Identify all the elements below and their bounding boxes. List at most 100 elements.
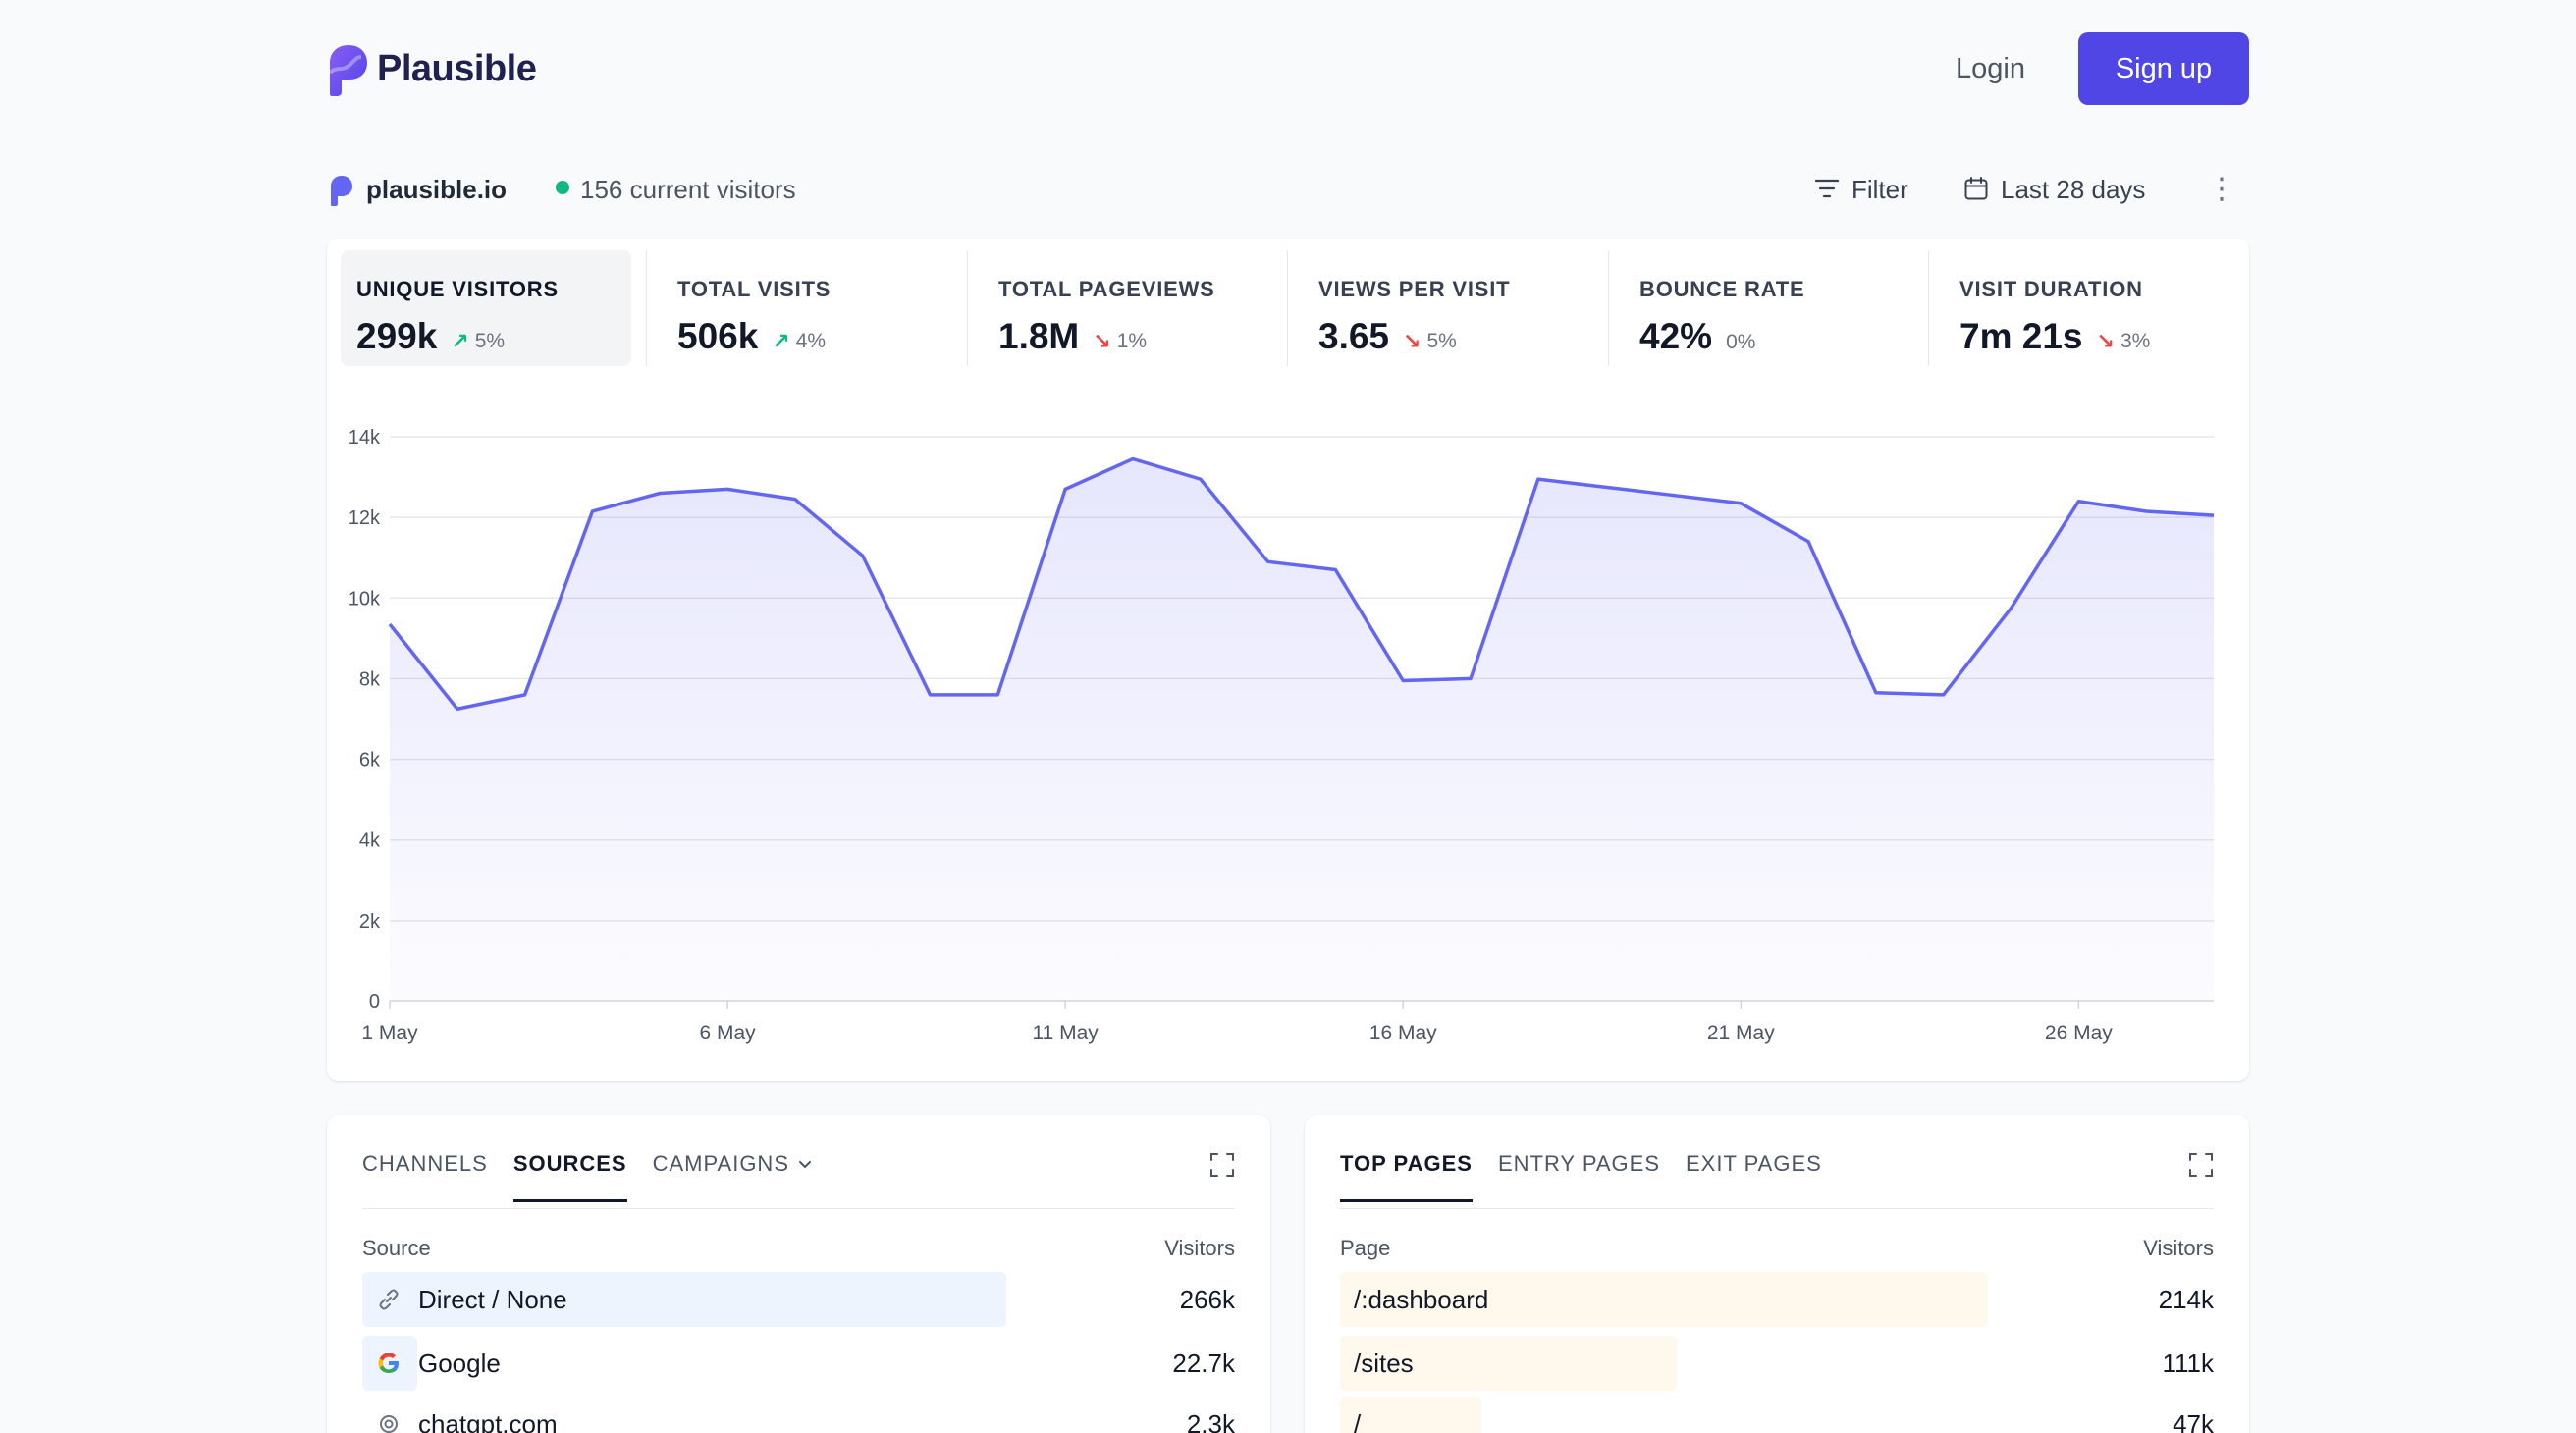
data-point: [589, 508, 595, 514]
stat-value: 1.8M: [998, 316, 1080, 356]
brand-name: Plausible: [377, 48, 537, 89]
link-icon: [379, 1289, 399, 1310]
pages-tabs: TOP PAGES ENTRY PAGES EXIT PAGES: [1340, 1150, 1848, 1202]
data-point: [657, 491, 663, 497]
data-point: [1738, 501, 1744, 506]
y-tick-label: 10k: [349, 588, 381, 610]
arrow-down-icon: ↘: [1093, 329, 1111, 353]
stat-change-percent: 0%: [1726, 331, 1756, 353]
row-bar: [1340, 1272, 1988, 1327]
stat-change: ↘ 3%: [2097, 329, 2151, 354]
data-point: [1062, 486, 1068, 492]
tabs-divider: [1340, 1208, 2214, 1209]
stat-tile[interactable]: VISIT DURATION 7m 21s ↘ 3%: [1944, 250, 2234, 366]
stat-divider: [1608, 250, 1609, 366]
stat-label: VIEWS PER VISIT: [1318, 277, 1511, 301]
stat-change: ↗ 5%: [451, 329, 505, 354]
y-tick-label: 8k: [359, 668, 381, 690]
list-item[interactable]: chatgpt.com 2.3k: [362, 1397, 1235, 1433]
row-value: 2.3k: [1186, 1409, 1235, 1433]
data-point: [2009, 606, 2014, 611]
row-label: Google: [418, 1349, 501, 1378]
row-bar: [362, 1272, 1006, 1327]
tab-campaigns[interactable]: CAMPAIGNS: [653, 1150, 813, 1202]
filter-button[interactable]: Filter: [1852, 175, 1908, 204]
stat-value: 42%: [1639, 316, 1713, 356]
visitors-chart[interactable]: 0 2k 4k 6k 8k 10k 12k 14k 1 May 6 May 11 May 16 May…: [327, 239, 2249, 1081]
stat-value: 299k: [356, 316, 438, 356]
signup-button[interactable]: Sign up: [2078, 32, 2249, 105]
data-point: [1670, 493, 1676, 499]
date-range-picker[interactable]: Last 28 days: [2001, 175, 2146, 204]
stat-label: BOUNCE RATE: [1639, 277, 1805, 301]
x-tick-label: 26 May: [2045, 1022, 2113, 1044]
row-label: /sites: [1354, 1349, 1414, 1378]
stat-tile[interactable]: BOUNCE RATE 42% 0%: [1624, 250, 1914, 366]
list-item[interactable]: /sites 111k: [1340, 1336, 2214, 1391]
data-point: [2075, 499, 2081, 504]
row-value: 47k: [2173, 1409, 2214, 1433]
main-graph-card: UNIQUE VISITORS 299k ↗ 5% TOTAL VISITS 506k ↗ 4…: [327, 239, 2249, 1081]
tab-top-pages[interactable]: TOP PAGES: [1340, 1150, 1473, 1202]
y-tick-label: 12k: [349, 507, 381, 529]
data-point: [1535, 476, 1541, 482]
data-point: [1873, 690, 1879, 696]
stat-value: 7m 21s: [1959, 316, 2083, 356]
tab-sources[interactable]: SOURCES: [512, 1150, 627, 1202]
list-item[interactable]: /:dashboard 214k: [1340, 1272, 2214, 1327]
tab-entry-pages[interactable]: ENTRY PAGES: [1497, 1151, 1660, 1176]
filter-icon[interactable]: [1815, 178, 1839, 199]
page-column-header: Page: [1340, 1236, 1391, 1260]
stat-change-percent: 4%: [795, 330, 827, 352]
stat-divider: [967, 250, 968, 366]
stat-divider: [646, 250, 647, 366]
expand-icon[interactable]: [2188, 1152, 2214, 1178]
row-label: /: [1354, 1409, 1362, 1433]
stat-value: 506k: [677, 316, 759, 356]
arrow-down-icon: ↘: [2096, 329, 2115, 353]
y-tick-label: 4k: [359, 830, 381, 852]
visitors-column-header[interactable]: Visitors: [1164, 1236, 1235, 1260]
stat-tile[interactable]: TOTAL VISITS 506k ↗ 4%: [662, 250, 952, 366]
list-item[interactable]: Google 22.7k: [362, 1336, 1235, 1391]
stat-tile[interactable]: UNIQUE VISITORS 299k ↗ 5%: [341, 250, 631, 366]
row-value: 214k: [2158, 1285, 2214, 1314]
data-point: [1332, 567, 1338, 573]
current-visitors-link[interactable]: 156 current visitors: [580, 175, 796, 204]
stat-divider: [1287, 250, 1288, 366]
data-point: [994, 692, 1000, 698]
list-item[interactable]: / 47k: [1340, 1397, 2214, 1433]
row-bar: [1340, 1397, 1481, 1433]
row-label: /:dashboard: [1354, 1285, 1489, 1314]
arrow-down-icon: ↘: [1403, 329, 1422, 353]
series-line: [388, 456, 2215, 711]
stat-label: VISIT DURATION: [1959, 277, 2143, 301]
chevron-down-icon: [799, 1161, 811, 1169]
list-item[interactable]: Direct / None 266k: [362, 1272, 1235, 1327]
data-point: [522, 692, 528, 698]
stat-change-percent: 5%: [1426, 330, 1457, 352]
data-point: [1805, 539, 1811, 545]
calendar-icon[interactable]: [1964, 177, 1988, 200]
stat-tile[interactable]: VIEWS PER VISIT 3.65 ↘ 5%: [1303, 250, 1593, 366]
row-label: chatgpt.com: [418, 1409, 558, 1433]
sources-tabs: CHANNELS SOURCES CAMPAIGNS: [362, 1150, 838, 1202]
chatgpt-icon: [380, 1415, 398, 1433]
visitors-column-header[interactable]: Visitors: [2143, 1236, 2214, 1260]
tab-channels[interactable]: CHANNELS: [362, 1151, 488, 1176]
more-options-icon[interactable]: ⋮: [2207, 173, 2236, 205]
login-link[interactable]: Login: [1956, 53, 2025, 84]
data-point: [724, 486, 730, 492]
y-tick-label: 6k: [359, 750, 381, 771]
stat-change: ↘ 1%: [1093, 329, 1147, 354]
site-switcher[interactable]: plausible.io: [366, 175, 508, 204]
tab-exit-pages[interactable]: EXIT PAGES: [1686, 1151, 1822, 1176]
x-tick-label: 16 May: [1369, 1022, 1437, 1044]
data-point: [1400, 677, 1406, 683]
expand-icon[interactable]: [1209, 1152, 1235, 1178]
source-column-header: Source: [362, 1236, 431, 1260]
stat-tile[interactable]: TOTAL PAGEVIEWS 1.8M ↘ 1%: [983, 250, 1273, 366]
y-tick-label: 0: [369, 991, 380, 1013]
stat-label: TOTAL PAGEVIEWS: [998, 277, 1215, 301]
arrow-up-icon: ↗: [451, 329, 469, 353]
